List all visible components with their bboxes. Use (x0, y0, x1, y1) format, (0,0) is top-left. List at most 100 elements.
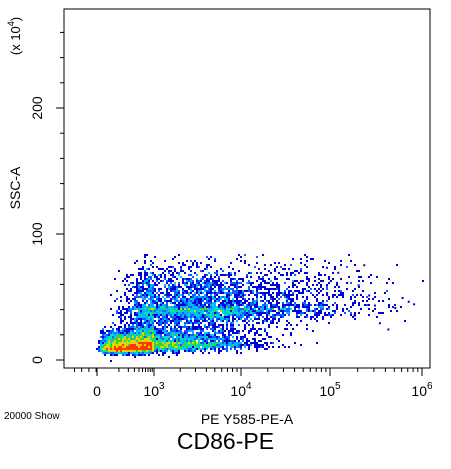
density-cell (170, 302, 172, 304)
density-cell (164, 276, 166, 278)
density-cell (240, 256, 242, 258)
density-cell (172, 332, 174, 334)
density-cell (328, 298, 330, 300)
density-cell (112, 330, 114, 332)
density-cell (164, 284, 166, 286)
density-cell (222, 342, 224, 344)
density-cell (230, 328, 232, 330)
density-cell (142, 284, 144, 286)
density-cell (204, 336, 206, 338)
density-cell (148, 308, 150, 310)
density-cell (170, 322, 172, 324)
density-cell (206, 264, 208, 266)
density-cell (136, 344, 138, 346)
density-cell (194, 348, 196, 350)
density-cell (250, 292, 252, 294)
density-cell (340, 278, 342, 280)
density-cell (274, 314, 276, 316)
density-cell (164, 348, 166, 350)
density-cell (226, 300, 228, 302)
density-cell (164, 278, 166, 280)
density-cell (104, 348, 106, 350)
density-cell (190, 306, 192, 308)
density-cell (186, 292, 188, 294)
density-cell (180, 348, 182, 350)
density-cell (236, 298, 238, 300)
density-cell (150, 346, 152, 348)
density-cell (130, 326, 132, 328)
density-cell (112, 334, 114, 336)
density-cell (114, 352, 116, 354)
density-cell (220, 314, 222, 316)
density-cell (144, 302, 146, 304)
density-cell (150, 284, 152, 286)
density-cell (250, 310, 252, 312)
density-cell (170, 326, 172, 328)
density-cell (214, 334, 216, 336)
density-cell (130, 332, 132, 334)
density-cell (230, 310, 232, 312)
density-cell (138, 288, 140, 290)
density-cell (244, 336, 246, 338)
density-cell (178, 274, 180, 276)
density-cell (196, 274, 198, 276)
density-cell (192, 316, 194, 318)
density-cell (170, 300, 172, 302)
density-cell (136, 308, 138, 310)
density-cell (122, 348, 124, 350)
density-cell (100, 340, 102, 342)
density-cell (138, 338, 140, 340)
density-cell (276, 322, 278, 324)
density-cell (222, 302, 224, 304)
density-cell (234, 344, 236, 346)
density-cell (176, 320, 178, 322)
density-cell (172, 340, 174, 342)
density-cell (280, 310, 282, 312)
density-cell (268, 270, 270, 272)
density-cell (124, 318, 126, 320)
density-cell (240, 336, 242, 338)
density-cell (176, 324, 178, 326)
density-cell (116, 298, 118, 300)
density-cell (336, 308, 338, 310)
density-cell (362, 296, 364, 298)
density-cell (224, 300, 226, 302)
density-cell (210, 346, 212, 348)
density-cell (300, 320, 302, 322)
density-cell (208, 322, 210, 324)
density-cell (222, 284, 224, 286)
density-cell (166, 318, 168, 320)
density-cell (264, 308, 266, 310)
density-cell (104, 352, 106, 354)
density-cell (260, 346, 262, 348)
density-cell (242, 284, 244, 286)
density-cell (138, 268, 140, 270)
density-cell (166, 282, 168, 284)
density-cell (116, 354, 118, 356)
density-cell (198, 342, 200, 344)
density-cell (176, 354, 178, 356)
density-cell (248, 264, 250, 266)
scatter-point (325, 266, 328, 269)
density-cell (216, 280, 218, 282)
density-cell (232, 324, 234, 326)
density-cell (218, 350, 220, 352)
density-cell (250, 342, 252, 344)
density-cell (140, 340, 142, 342)
density-cell (298, 292, 300, 294)
density-cell (124, 338, 126, 340)
density-cell (200, 314, 202, 316)
density-cell (176, 336, 178, 338)
density-cell (188, 286, 190, 288)
density-cell (216, 314, 218, 316)
density-cell (108, 336, 110, 338)
density-cell (152, 328, 154, 330)
density-cell (196, 280, 198, 282)
density-cell (172, 306, 174, 308)
density-cell (144, 344, 146, 346)
density-cell (254, 300, 256, 302)
density-cell (150, 334, 152, 336)
density-cell (168, 318, 170, 320)
density-cell (176, 312, 178, 314)
density-cell (174, 276, 176, 278)
